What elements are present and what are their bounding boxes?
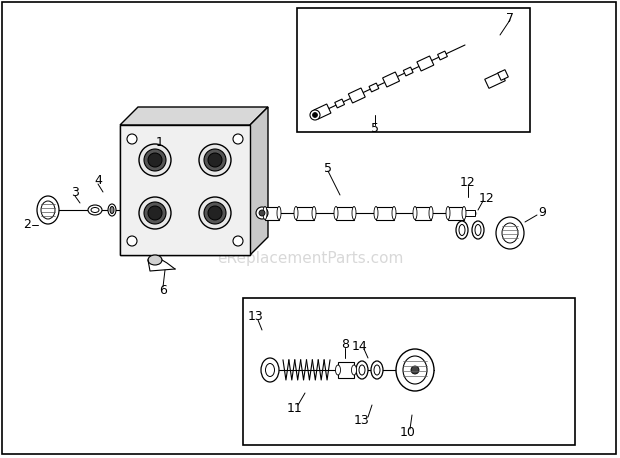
Polygon shape [369, 83, 379, 92]
Polygon shape [485, 71, 505, 88]
Circle shape [310, 110, 320, 120]
Ellipse shape [459, 224, 465, 235]
Bar [120, 125, 250, 255]
Ellipse shape [496, 217, 524, 249]
Text: 7: 7 [506, 11, 514, 24]
Ellipse shape [294, 207, 298, 219]
Circle shape [259, 210, 265, 216]
Ellipse shape [41, 201, 55, 219]
Ellipse shape [148, 255, 162, 265]
Text: 12: 12 [460, 176, 476, 190]
Polygon shape [335, 99, 345, 108]
Polygon shape [417, 56, 434, 71]
Circle shape [256, 207, 268, 219]
Bar [448, 207, 464, 220]
Text: 6: 6 [159, 284, 167, 296]
Text: 11: 11 [287, 402, 303, 414]
Text: 1: 1 [156, 136, 164, 149]
Circle shape [233, 134, 243, 144]
Circle shape [233, 236, 243, 246]
Ellipse shape [472, 221, 484, 239]
Text: 5: 5 [371, 121, 379, 135]
Circle shape [127, 134, 137, 144]
Circle shape [144, 202, 166, 224]
Polygon shape [120, 107, 268, 125]
Bar [243, 298, 575, 445]
Circle shape [139, 144, 171, 176]
Text: 5: 5 [324, 162, 332, 174]
Ellipse shape [334, 207, 338, 219]
Text: 13: 13 [248, 311, 264, 323]
Polygon shape [250, 107, 268, 255]
Circle shape [144, 149, 166, 171]
Circle shape [411, 366, 419, 374]
Text: 8: 8 [341, 338, 349, 351]
Circle shape [204, 149, 226, 171]
Ellipse shape [356, 361, 368, 379]
Polygon shape [348, 88, 365, 103]
Ellipse shape [277, 207, 281, 219]
Ellipse shape [263, 207, 267, 219]
Text: 4: 4 [94, 174, 102, 187]
Ellipse shape [392, 207, 396, 219]
Ellipse shape [446, 207, 450, 219]
Ellipse shape [456, 221, 468, 239]
Text: 2: 2 [23, 218, 31, 231]
Ellipse shape [413, 207, 417, 219]
Bar [265, 207, 279, 220]
Circle shape [204, 202, 226, 224]
Circle shape [312, 113, 317, 118]
Circle shape [127, 236, 137, 246]
Polygon shape [383, 72, 399, 87]
Polygon shape [404, 67, 413, 76]
Circle shape [199, 197, 231, 229]
Bar [338, 362, 354, 378]
Circle shape [148, 206, 162, 220]
Circle shape [208, 153, 222, 167]
Circle shape [208, 206, 222, 220]
Bar [376, 207, 394, 220]
Text: 10: 10 [400, 425, 416, 438]
Text: 3: 3 [71, 186, 79, 200]
Ellipse shape [429, 207, 433, 219]
Text: 14: 14 [352, 339, 368, 353]
Ellipse shape [403, 356, 427, 384]
Ellipse shape [312, 207, 316, 219]
Ellipse shape [110, 207, 114, 213]
Circle shape [139, 197, 171, 229]
Ellipse shape [91, 207, 99, 213]
Ellipse shape [265, 364, 275, 376]
Ellipse shape [108, 204, 116, 216]
Ellipse shape [396, 349, 434, 391]
Text: 12: 12 [479, 191, 495, 205]
Ellipse shape [502, 223, 518, 243]
Bar [465, 210, 475, 216]
Bar [336, 207, 354, 220]
Polygon shape [438, 51, 448, 60]
Bar [297, 8, 530, 132]
Ellipse shape [352, 207, 356, 219]
Bar [120, 125, 250, 255]
Ellipse shape [37, 196, 59, 224]
Ellipse shape [374, 365, 380, 375]
Polygon shape [314, 104, 331, 119]
Polygon shape [498, 70, 508, 80]
Ellipse shape [475, 224, 481, 235]
Ellipse shape [335, 365, 340, 375]
Circle shape [199, 144, 231, 176]
Circle shape [148, 153, 162, 167]
Bar [296, 207, 314, 220]
Ellipse shape [359, 365, 365, 375]
Ellipse shape [374, 207, 378, 219]
Ellipse shape [261, 358, 279, 382]
Text: 13: 13 [354, 414, 370, 426]
Ellipse shape [352, 365, 356, 375]
Ellipse shape [371, 361, 383, 379]
Bar [415, 207, 431, 220]
Ellipse shape [462, 207, 466, 219]
Text: eReplacementParts.com: eReplacementParts.com [217, 251, 403, 266]
Ellipse shape [88, 205, 102, 215]
Text: 9: 9 [538, 207, 546, 219]
